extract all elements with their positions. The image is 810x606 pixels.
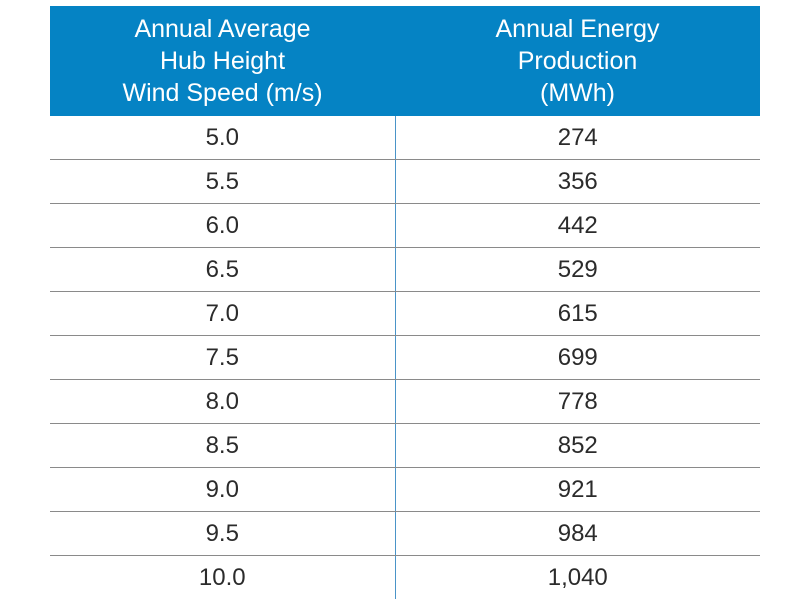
header-line: Annual Average — [134, 15, 311, 43]
table-row: 9.0 921 — [50, 467, 760, 512]
table-body: 5.0 274 5.5 356 6.0 442 6.5 529 7.0 615 7.5 699 8.0 7… — [50, 116, 760, 599]
cell-wind-speed: 9.5 — [50, 511, 396, 556]
table-row: 6.5 529 — [50, 247, 760, 292]
table-row: 6.0 442 — [50, 203, 760, 248]
cell-wind-speed: 6.0 — [50, 203, 396, 248]
cell-energy-production: 615 — [395, 291, 760, 336]
table-row: 8.5 852 — [50, 423, 760, 468]
table-row: 7.5 699 — [50, 335, 760, 380]
table-row: 7.0 615 — [50, 291, 760, 336]
cell-wind-speed: 8.0 — [50, 379, 396, 424]
header-line: (MWh) — [540, 79, 615, 107]
cell-wind-speed: 10.0 — [50, 555, 396, 599]
table-header: Annual Average Hub Height Wind Speed (m/… — [50, 6, 760, 116]
cell-energy-production: 1,040 — [547, 563, 608, 591]
header-line: Wind Speed (m/s) — [122, 79, 323, 107]
cell-energy-production: 442 — [395, 203, 760, 248]
cell-energy-production: 984 — [395, 511, 760, 556]
header-line: Hub Height — [159, 47, 286, 75]
header-wind-speed: Annual Average Hub Height Wind Speed (m/… — [50, 6, 395, 116]
wind-energy-table: Annual Average Hub Height Wind Speed (m/… — [50, 6, 760, 599]
table-row: 5.5 356 — [50, 159, 760, 204]
table-row: 9.5 984 — [50, 511, 760, 556]
cell-wind-speed: 7.0 — [50, 291, 396, 336]
cell-energy-production: 921 — [395, 467, 760, 512]
cell-energy-production: 852 — [395, 423, 760, 468]
cell-wind-speed: 5.0 — [50, 116, 396, 160]
table-row: 5.0 274 — [50, 116, 760, 160]
header-line: Production — [517, 47, 638, 75]
table-row: 8.0 778 — [50, 379, 760, 424]
cell-energy-production: 356 — [395, 159, 760, 204]
cell-wind-speed: 5.5 — [50, 159, 396, 204]
cell-energy-production: 529 — [395, 247, 760, 292]
table-row: 10.0 1,040 — [50, 555, 760, 599]
header-line: Annual Energy — [495, 15, 660, 43]
cell-wind-speed: 9.0 — [50, 467, 396, 512]
cell-energy-production: 699 — [395, 335, 760, 380]
cell-wind-speed: 7.5 — [50, 335, 396, 380]
cell-energy-production: 778 — [395, 379, 760, 424]
header-energy-production: Annual Energy Production (MWh) — [395, 6, 760, 116]
cell-wind-speed: 6.5 — [50, 247, 396, 292]
cell-wind-speed: 8.5 — [50, 423, 396, 468]
header-row: Annual Average Hub Height Wind Speed (m/… — [50, 6, 760, 116]
data-table-container: Annual Average Hub Height Wind Speed (m/… — [50, 6, 760, 599]
cell-energy-production: 274 — [395, 116, 760, 160]
